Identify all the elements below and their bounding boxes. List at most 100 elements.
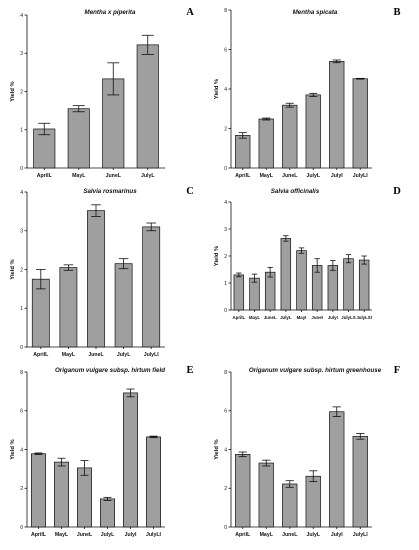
panel-letter: D — [393, 186, 401, 197]
panel-a: Mentha x piperita A Yield % 0 1 2 3 4 AprilL MayL… — [10, 7, 194, 179]
bar — [77, 467, 92, 528]
x-tick-label: JulyL — [117, 352, 131, 358]
x-tick-label: JulyL — [306, 532, 320, 538]
y-tick-label: 4 — [224, 200, 227, 206]
panel-title: Salvia officinalis — [271, 188, 320, 195]
y-axis-label: Yield % — [10, 439, 16, 459]
y-axis-label: Yield % — [10, 259, 16, 279]
x-tick-label: MayL — [260, 532, 274, 538]
y-tick-label: 4 — [20, 13, 23, 19]
x-tick-label: JulyI — [331, 173, 343, 179]
y-tick-label: 2 — [224, 486, 227, 492]
x-tick-label: JulyLI — [144, 352, 160, 358]
x-tick-label: JulyL — [101, 532, 115, 538]
y-tick-label: 4 — [20, 190, 23, 196]
x-tick-label: JulyI — [328, 315, 338, 320]
x-tick-label: JulyLI — [353, 532, 369, 538]
bar — [54, 461, 69, 528]
y-tick-label: 1 — [20, 306, 23, 312]
y-tick-label: 2 — [224, 254, 227, 260]
y-tick-label: 1 — [20, 128, 23, 134]
bar — [258, 118, 274, 169]
x-tick-label: JuneL — [264, 315, 277, 320]
panel-title: Origanum vulgare subsp. hirtum greenhous… — [249, 367, 382, 374]
y-axis-label: Yield % — [214, 246, 220, 266]
y-tick-label: 6 — [224, 47, 227, 53]
bar — [249, 277, 260, 311]
bar — [280, 238, 292, 311]
x-tick-label: JulyI — [125, 532, 137, 538]
bar — [235, 453, 251, 528]
x-tick-label: AprilL — [235, 532, 251, 538]
x-tick-label: AprilL — [235, 173, 251, 179]
panel-letter: A — [186, 7, 194, 18]
panel-e: Origanum vulgare subsp. hirtum field E Yie… — [10, 365, 194, 538]
x-tick-label: JuneI — [311, 315, 322, 320]
bar — [352, 78, 368, 169]
x-tick-label: JulyL — [141, 173, 155, 179]
panel-title: Salvia rosmarinus — [83, 188, 137, 195]
x-tick-label: JulyI — [331, 532, 343, 538]
y-tick-label: 0 — [224, 308, 227, 314]
bar — [282, 104, 298, 169]
y-tick-label: 0 — [20, 345, 23, 351]
bar — [282, 483, 298, 528]
y-tick-label: 6 — [224, 409, 227, 415]
y-tick-label: 3 — [20, 229, 23, 235]
y-tick-label: 4 — [224, 87, 227, 93]
bar — [235, 135, 251, 169]
bar — [264, 271, 276, 311]
x-tick-label: MayL — [260, 173, 274, 179]
x-tick-label: JulyLSI — [356, 315, 372, 320]
panel-letter: B — [393, 7, 400, 18]
x-tick-label: JulyLI — [146, 532, 162, 538]
bar — [87, 210, 105, 348]
bar — [100, 498, 115, 528]
bar — [31, 453, 46, 528]
panel-letter: C — [186, 186, 194, 197]
bar — [296, 250, 307, 311]
y-axis-label: Yield % — [10, 81, 16, 101]
y-tick-label: 0 — [20, 166, 23, 172]
y-tick-label: 6 — [20, 409, 23, 415]
panel-d: Salvia officinalis D Yield % 0 1 2 3 4 AprilL May… — [214, 186, 401, 320]
x-tick-label: MayL — [55, 532, 69, 538]
bar — [343, 258, 354, 311]
bar — [136, 44, 159, 169]
panel-title: Mentha x piperita — [85, 9, 136, 16]
x-tick-label: JulyLI — [353, 173, 369, 179]
bar — [59, 267, 78, 348]
y-tick-label: 4 — [20, 447, 23, 453]
x-tick-label: JuneL — [77, 532, 93, 538]
panel-title: Origanum vulgare subsp. hirtum field — [55, 367, 165, 374]
x-tick-label: MayI — [297, 315, 307, 320]
y-tick-label: 8 — [20, 370, 23, 376]
panel-title: Mentha spicata — [293, 9, 338, 16]
bar — [146, 436, 161, 528]
y-tick-label: 2 — [20, 267, 23, 273]
bar — [352, 435, 368, 528]
y-tick-label: 1 — [224, 281, 227, 287]
bar — [31, 278, 50, 348]
y-tick-label: 8 — [224, 370, 227, 376]
x-tick-label: JulyL — [306, 173, 320, 179]
x-tick-label: MayL — [62, 352, 76, 358]
y-tick-label: 8 — [224, 8, 227, 14]
x-tick-label: JuneL — [88, 352, 104, 358]
bar — [142, 226, 161, 348]
y-axis-label: Yield % — [214, 439, 220, 459]
x-tick-label: MayL — [72, 173, 86, 179]
y-tick-label: 3 — [20, 51, 23, 57]
panel-b: Mentha spicata B Yield % 0 2 4 6 8 AprilL MayL Jun… — [214, 7, 401, 179]
bar — [329, 60, 345, 169]
x-tick-label: AprilL — [232, 315, 245, 320]
y-tick-label: 0 — [20, 525, 23, 531]
x-tick-label: AprilL — [33, 352, 49, 358]
bar — [329, 411, 345, 528]
y-tick-label: 2 — [20, 89, 23, 95]
y-tick-label: 0 — [224, 525, 227, 531]
y-tick-label: 4 — [224, 447, 227, 453]
y-tick-label: 3 — [224, 227, 227, 233]
bar — [233, 274, 245, 311]
